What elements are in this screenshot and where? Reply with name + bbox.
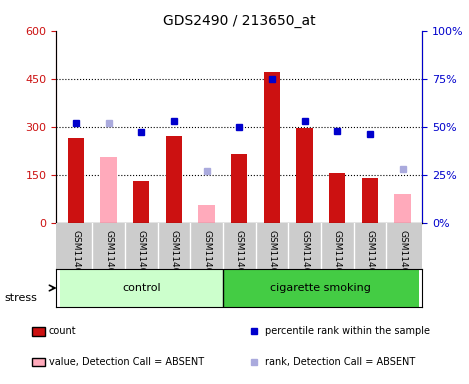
Text: GSM114084: GSM114084	[71, 230, 80, 285]
FancyBboxPatch shape	[32, 358, 45, 366]
Text: GSM114078: GSM114078	[234, 230, 244, 285]
Bar	[166, 136, 182, 223]
Text: cigarette smoking: cigarette smoking	[271, 283, 371, 293]
Text: GSM114085: GSM114085	[104, 230, 113, 285]
Bar	[223, 269, 419, 307]
Text: GSM114080: GSM114080	[300, 230, 309, 285]
Bar	[231, 154, 247, 223]
Text: stress: stress	[5, 293, 38, 303]
Title: GDS2490 / 213650_at: GDS2490 / 213650_at	[163, 14, 316, 28]
FancyBboxPatch shape	[32, 327, 45, 336]
Text: GSM114088: GSM114088	[202, 230, 211, 285]
Bar	[198, 205, 215, 223]
Bar	[264, 72, 280, 223]
Text: GSM114083: GSM114083	[398, 230, 407, 285]
Text: GSM114082: GSM114082	[365, 230, 374, 285]
Text: value, Detection Call = ABSENT: value, Detection Call = ABSENT	[49, 357, 204, 367]
Text: GSM114087: GSM114087	[169, 230, 178, 285]
Text: rank, Detection Call = ABSENT: rank, Detection Call = ABSENT	[265, 357, 415, 367]
Bar	[296, 128, 313, 223]
Text: control: control	[122, 283, 160, 293]
Bar	[329, 173, 345, 223]
Text: GSM114081: GSM114081	[333, 230, 342, 285]
Bar	[362, 178, 378, 223]
Text: GSM114079: GSM114079	[267, 230, 276, 285]
Bar	[394, 194, 411, 223]
Text: GSM114086: GSM114086	[136, 230, 146, 285]
Bar	[100, 157, 117, 223]
Bar	[60, 269, 223, 307]
Bar	[133, 181, 149, 223]
Bar	[68, 138, 84, 223]
Text: percentile rank within the sample: percentile rank within the sample	[265, 326, 430, 336]
Text: count: count	[49, 326, 76, 336]
